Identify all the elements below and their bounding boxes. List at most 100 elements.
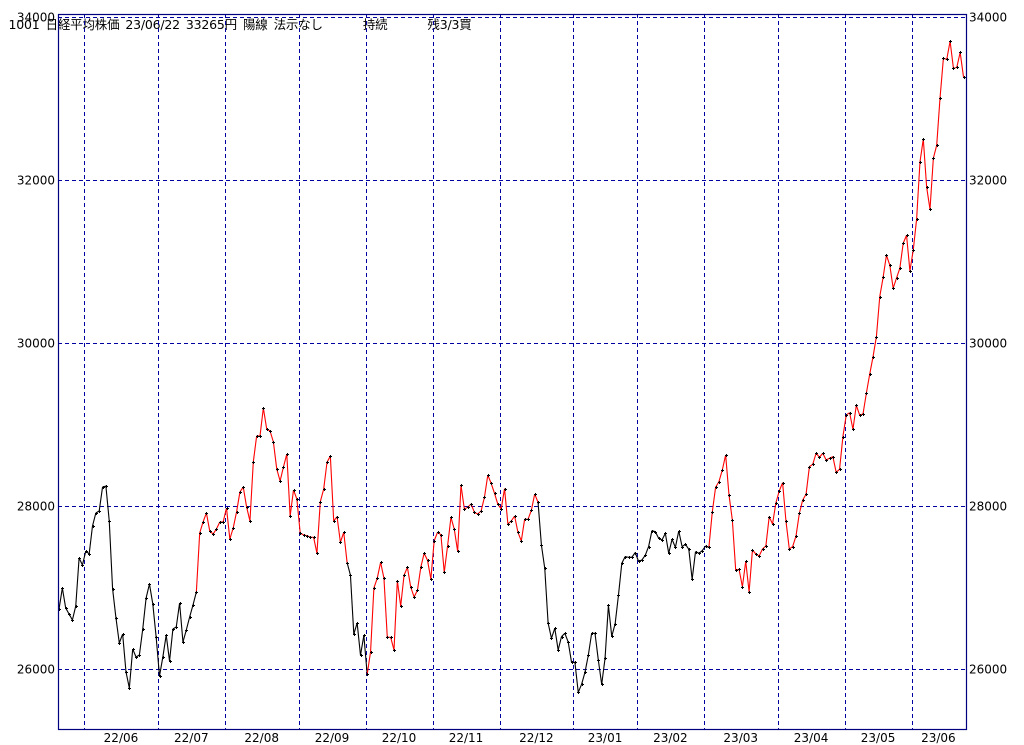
data-point <box>497 503 500 506</box>
data-point <box>266 428 269 431</box>
data-point <box>470 503 473 506</box>
down-trend-segment <box>58 587 63 610</box>
data-point <box>457 550 460 553</box>
data-point <box>865 392 868 395</box>
data-point <box>81 564 84 567</box>
down-trend-segment <box>165 634 171 662</box>
up-trend-segment <box>205 512 211 532</box>
data-point <box>65 607 68 610</box>
down-trend-segment <box>674 530 680 548</box>
up-trend-segment <box>872 336 877 357</box>
data-point <box>634 552 637 555</box>
down-trend-segment <box>547 622 552 639</box>
data-point <box>762 548 765 551</box>
data-point <box>936 144 939 147</box>
up-trend-segment <box>313 537 318 554</box>
x-tick-label: 22/10 <box>382 731 417 745</box>
down-trend-segment <box>158 656 164 677</box>
data-point <box>738 568 741 571</box>
data-point <box>396 580 399 583</box>
data-point <box>587 654 590 657</box>
up-trend-segment <box>728 494 733 521</box>
data-point <box>909 270 912 273</box>
data-point <box>232 527 235 530</box>
data-point <box>380 561 383 564</box>
data-point <box>175 626 178 629</box>
up-trend-segment <box>899 243 904 269</box>
data-point <box>815 452 818 455</box>
data-point <box>708 546 711 549</box>
stock-name: 日経平均株価 <box>45 17 120 32</box>
down-trend-segment <box>617 563 623 596</box>
data-point <box>370 651 373 654</box>
up-trend-segment <box>440 534 445 573</box>
data-point <box>842 436 845 439</box>
down-trend-segment <box>577 684 583 693</box>
down-trend-segment <box>567 641 573 663</box>
data-point <box>792 546 795 549</box>
data-point <box>132 648 135 651</box>
down-trend-segment <box>88 525 94 555</box>
x-tick-label: 22/07 <box>174 731 209 745</box>
data-point <box>805 493 808 496</box>
data-point <box>159 675 162 678</box>
down-trend-segment <box>122 633 127 673</box>
up-trend-segment <box>959 52 965 77</box>
data-point <box>916 218 919 221</box>
data-point <box>778 490 781 493</box>
data-point <box>272 441 275 444</box>
data-point <box>189 616 192 619</box>
data-point <box>299 532 302 535</box>
up-trend-segment <box>259 407 264 437</box>
data-point <box>718 481 721 484</box>
data-point <box>832 456 835 459</box>
data-point <box>406 566 409 569</box>
y-tick-label-right: 32000 <box>969 174 1007 188</box>
data-point <box>725 454 728 457</box>
data-point <box>152 603 155 606</box>
data-point <box>195 591 198 594</box>
up-trend-segment <box>946 41 951 60</box>
up-trend-segment <box>892 277 898 289</box>
data-point <box>514 515 517 518</box>
up-trend-segment <box>450 517 455 530</box>
data-point <box>296 498 299 501</box>
data-point <box>922 138 925 141</box>
data-point <box>185 629 188 632</box>
data-point <box>808 466 811 469</box>
data-point <box>835 471 838 474</box>
data-point <box>540 544 543 547</box>
up-trend-segment <box>493 493 499 505</box>
data-point <box>179 602 182 605</box>
data-point <box>530 509 533 512</box>
data-point <box>490 482 493 485</box>
data-point <box>952 67 955 70</box>
up-trend-segment <box>246 506 251 522</box>
up-trend-segment <box>906 235 911 272</box>
data-point <box>782 482 785 485</box>
data-point <box>788 548 791 551</box>
data-point <box>932 157 935 160</box>
up-trend-segment <box>447 517 452 546</box>
down-trend-segment <box>644 546 650 556</box>
data-point <box>222 521 225 524</box>
x-tick-label: 22/11 <box>449 731 484 745</box>
data-point <box>282 466 285 469</box>
data-point <box>651 530 654 533</box>
data-point <box>889 264 892 267</box>
up-trend-segment <box>232 511 238 529</box>
data-point <box>544 567 547 570</box>
data-point <box>691 578 694 581</box>
data-point <box>68 613 71 616</box>
signal-status: 法示なし <box>273 17 323 32</box>
data-point <box>336 516 339 519</box>
up-trend-segment <box>919 138 924 163</box>
data-point <box>638 560 641 563</box>
data-point <box>246 506 249 509</box>
data-point <box>731 519 734 522</box>
down-trend-segment <box>349 575 355 635</box>
data-point <box>701 550 704 553</box>
data-point <box>550 637 553 640</box>
data-point <box>617 594 620 597</box>
